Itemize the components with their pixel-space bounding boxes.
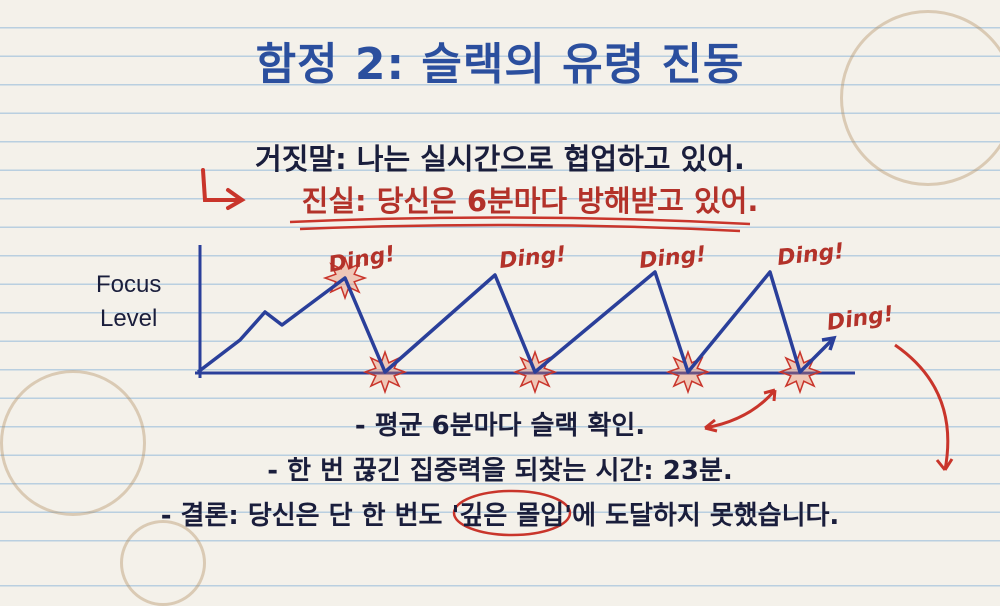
ding-label: Ding! (776, 239, 845, 271)
truth-underline (289, 216, 751, 233)
coffee-stain (0, 370, 146, 516)
focus-chart: Ding! Ding! Ding! Ding! Ding! (195, 168, 954, 537)
bullet-item: - 결론: 당신은 단 한 번도 '깊은 몰입'에 도달하지 못했습니다. (160, 501, 840, 531)
ding-label: Ding! (498, 242, 567, 274)
curved-arrow-icon (704, 388, 777, 433)
bullet-item: - 한 번 끊긴 집중력을 되찾는 시간: 23분. (267, 456, 733, 486)
highlight-circle (452, 489, 572, 537)
ding-label: Ding! (825, 302, 895, 336)
bullet-item: - 평균 6분마다 슬랙 확인. (354, 411, 646, 441)
lie-statement: 거짓말: 나는 실시간으로 협업하고 있어. (255, 142, 745, 176)
page-title: 함정 2: 슬랙의 유령 진동 (255, 39, 745, 90)
y-axis-label: Focus Level (96, 268, 161, 336)
ding-label: Ding! (638, 242, 707, 274)
coffee-stain (840, 10, 1000, 186)
arrow-to-truth-icon (201, 168, 246, 210)
ding-label: Ding! (327, 242, 398, 278)
truth-statement: 진실: 당신은 6분마다 방해받고 있어. (301, 184, 759, 218)
curved-arrow-icon (894, 343, 954, 471)
y-axis-label-line1: Focus (96, 271, 162, 298)
y-axis-label-line2: Level (99, 305, 158, 332)
focus-level-line (196, 270, 834, 374)
arrowhead-icon (821, 335, 837, 351)
